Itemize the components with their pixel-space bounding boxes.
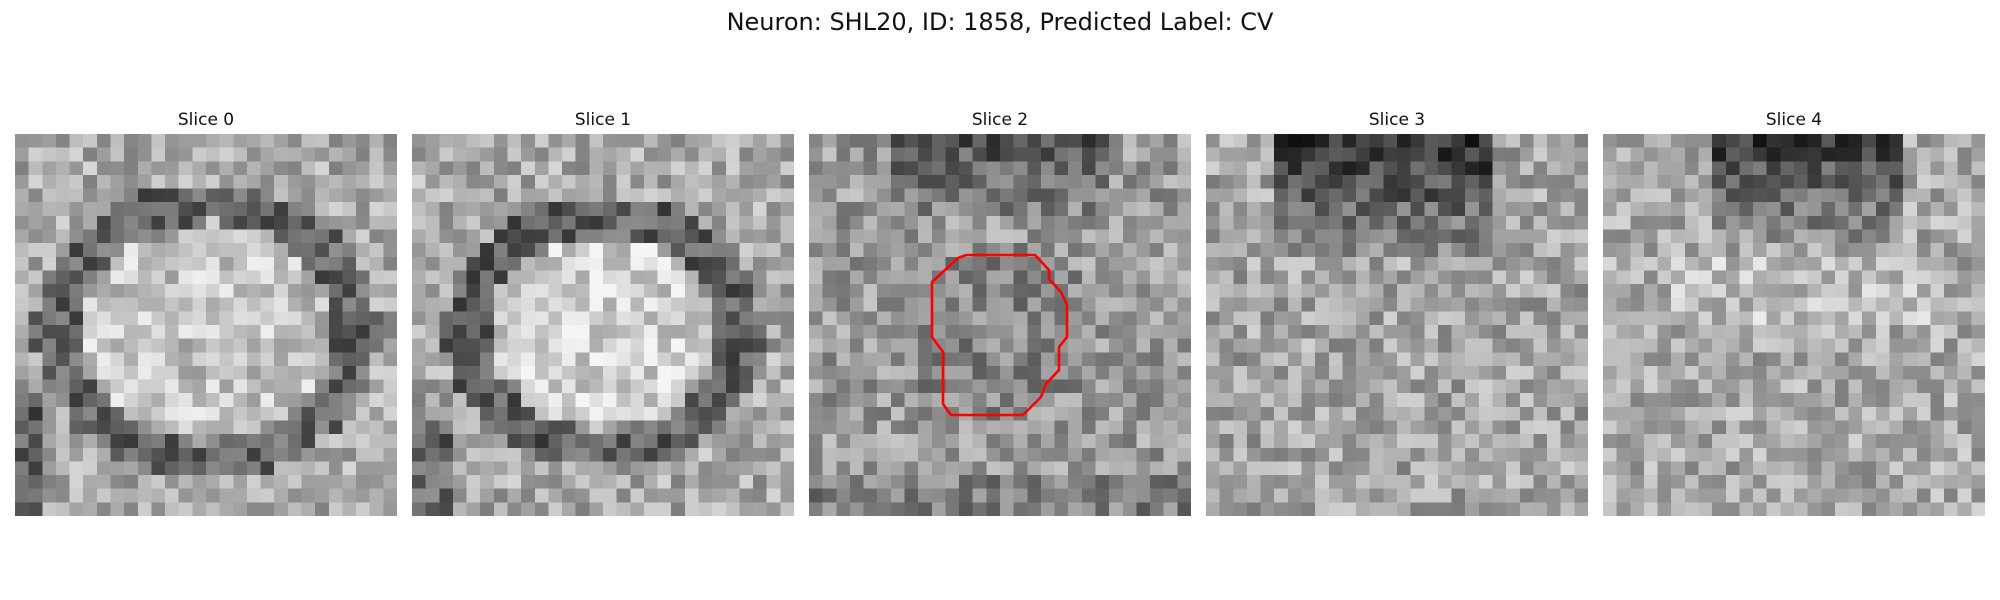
panel-slice-0: Slice 0: [15, 108, 397, 516]
panel-slice-1: Slice 1: [412, 108, 794, 516]
panel-title: Slice 2: [971, 110, 1029, 130]
panel-title: Slice 0: [177, 110, 235, 130]
slice-image: [15, 134, 397, 516]
slice-image: [1603, 134, 1985, 516]
slice-image: [1206, 134, 1588, 516]
panel-slice-3: Slice 3: [1206, 108, 1588, 516]
panel-slice-4: Slice 4: [1603, 108, 1985, 516]
figure-title: Neuron: SHL20, ID: 1858, Predicted Label…: [726, 8, 1274, 36]
panel-title: Slice 4: [1765, 110, 1823, 130]
panel-title: Slice 1: [574, 110, 632, 130]
panel-title: Slice 3: [1368, 110, 1426, 130]
slice-image: [809, 134, 1191, 516]
slice-image: [412, 134, 794, 516]
panel-slice-2: Slice 2: [809, 108, 1191, 516]
